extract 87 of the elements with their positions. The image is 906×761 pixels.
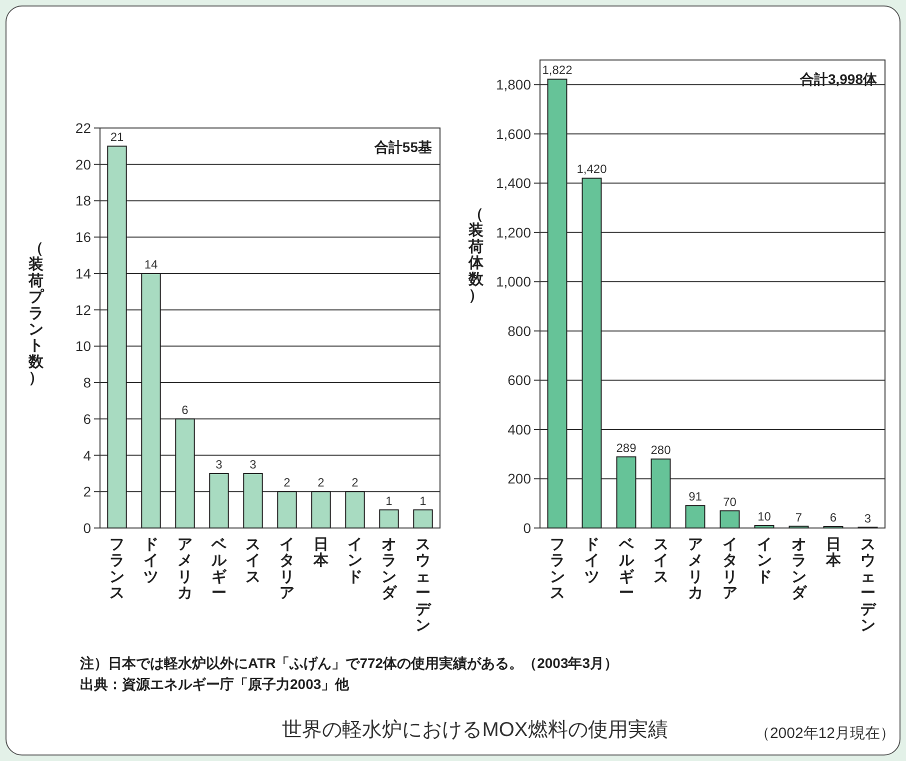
y-tick-label: 6 [83, 410, 92, 427]
bar [547, 78, 568, 528]
data-label: 10 [758, 510, 772, 524]
bar [277, 491, 297, 528]
y-tick-label: 18 [75, 192, 92, 209]
x-tick-label: ドイツ [144, 536, 158, 586]
bar [243, 472, 263, 528]
x-tick-label: 日本 [312, 536, 330, 570]
x-tick-label: インド [756, 536, 772, 586]
annotation: 合計3,998体 [798, 71, 878, 87]
bar [720, 510, 740, 528]
data-label: 6 [182, 402, 189, 417]
y-tick-label: 10 [75, 338, 92, 354]
x-tick-label: スイス [653, 536, 668, 586]
bar [345, 491, 365, 528]
text: （装荷プラント数） [28, 240, 44, 387]
bar [650, 458, 671, 528]
x-tick-label: フランス [550, 536, 565, 602]
bar [616, 456, 636, 528]
x-tick-label: ベルギー [210, 536, 228, 602]
y-tick-label: 8 [83, 374, 92, 391]
bar [379, 509, 399, 528]
text: （2002年12月現在） [754, 725, 895, 742]
data-label: 3 [216, 457, 223, 472]
data-label: 1 [386, 494, 393, 508]
y-tick-label: 1,200 [496, 224, 532, 240]
y-tick-label: 200 [508, 470, 532, 487]
y-tick-label: 1,600 [496, 126, 532, 142]
x-tick-label: インド [348, 536, 362, 586]
y-tick-label: 16 [75, 229, 92, 246]
data-label: 280 [650, 443, 672, 458]
y-tick-label: 800 [508, 322, 532, 339]
y-tick-label: 0 [83, 520, 92, 536]
x-tick-label: スイス [246, 536, 260, 586]
bar [311, 491, 331, 528]
y-axis-title: （装荷体数） [468, 206, 484, 304]
y-tick-label: 1,800 [496, 76, 532, 93]
data-label: 2 [284, 476, 291, 490]
x-tick-label: アメリカ [178, 536, 192, 602]
y-tick-label: 20 [75, 156, 92, 172]
x-tick-label: アメリカ [688, 536, 703, 602]
y-tick-label: 12 [75, 302, 92, 318]
x-tick-label: オランダ [382, 536, 398, 602]
y-tick-label: 0 [523, 520, 532, 536]
annotation: 合計55基 [373, 139, 432, 155]
y-tick-label: 14 [75, 265, 92, 282]
y-tick-label: 22 [75, 120, 92, 136]
bar [141, 272, 161, 528]
data-label: 7 [795, 510, 802, 524]
y-tick-label: 1,000 [496, 274, 532, 290]
bar [175, 418, 195, 528]
x-tick-label: ドイツ [584, 536, 600, 586]
data-label: 2 [318, 476, 325, 490]
data-label: 14 [144, 257, 158, 272]
data-label: 1,420 [576, 162, 608, 176]
text: 注）日本では軽水炉以外にATR「ふげん」で772体の使用実績がある。（2003年3月） [79, 655, 618, 671]
bar [754, 525, 774, 528]
data-label: 289 [616, 440, 637, 455]
data-label: 3 [864, 511, 872, 526]
x-tick-label: スウェーデン [860, 536, 878, 634]
data-label: 91 [688, 490, 702, 504]
data-label: 1,822 [542, 63, 573, 78]
bar [413, 509, 433, 528]
y-tick-label: 600 [508, 372, 532, 388]
data-label: 1 [420, 494, 427, 508]
bar [209, 472, 229, 528]
data-label: 70 [723, 494, 737, 509]
y-tick-label: 4 [83, 447, 92, 464]
x-tick-label: オランダ [791, 536, 808, 602]
x-tick-label: フランス [110, 536, 124, 602]
text: 世界の軽水炉におけるMOX燃料の使用実績 [282, 718, 668, 741]
y-tick-label: 1,400 [496, 175, 532, 192]
x-tick-label: 日本 [824, 536, 842, 570]
x-tick-label: イタリア [722, 536, 738, 602]
data-label: 3 [250, 457, 257, 472]
bar [107, 146, 127, 528]
data-label: 21 [110, 130, 124, 144]
bar [685, 505, 706, 528]
x-tick-label: イタリア [280, 536, 294, 602]
x-tick-label: スウェーデン [416, 536, 432, 634]
data-label: 2 [352, 476, 359, 490]
data-label: 6 [830, 510, 837, 525]
y-tick-label: 400 [508, 421, 532, 438]
y-tick-label: 2 [83, 484, 92, 500]
x-tick-label: ベルギー [618, 536, 635, 602]
bar [582, 178, 602, 528]
source-note: 出典：資源エネルギー庁「原子力2003」他 [80, 676, 350, 692]
